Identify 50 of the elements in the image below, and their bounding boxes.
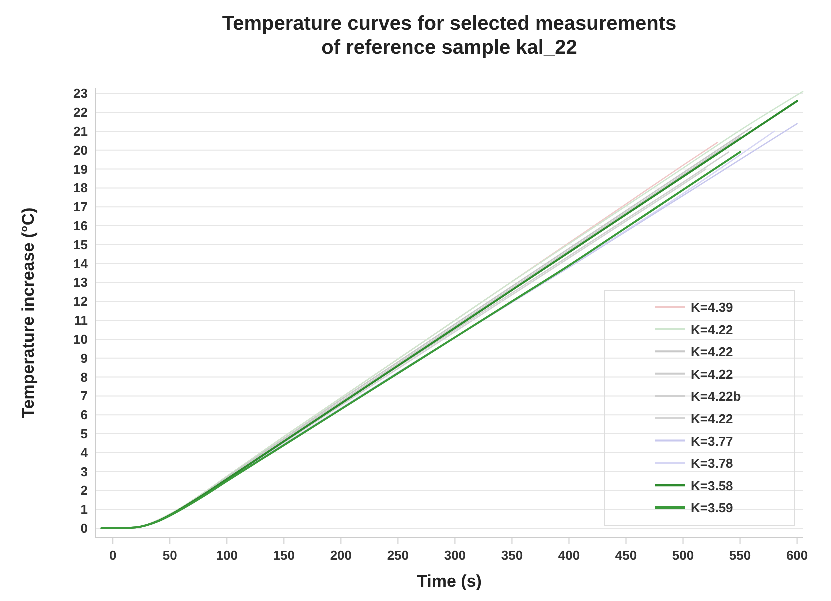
y-tick-label: 15 bbox=[74, 237, 88, 252]
x-tick-label: 150 bbox=[273, 548, 296, 563]
legend-label: K=4.22 bbox=[691, 412, 734, 426]
y-tick-label: 12 bbox=[74, 294, 88, 310]
chart-title: Temperature curves for selected measurements of reference sample kal_22 bbox=[222, 13, 677, 59]
legend-label: K=3.59 bbox=[691, 500, 734, 516]
legend-label: K=4.39 bbox=[691, 300, 734, 315]
x-tick-label: 450 bbox=[615, 548, 638, 563]
x-tick-label: 600 bbox=[786, 548, 808, 563]
y-tick-label: 10 bbox=[74, 332, 88, 347]
y-tick-label: 13 bbox=[74, 275, 88, 290]
y-tick-label: 6 bbox=[80, 408, 88, 423]
y-tick-label: 7 bbox=[80, 388, 88, 404]
x-axis-title: Time (s) bbox=[417, 572, 482, 591]
x-tick-label: 350 bbox=[501, 548, 524, 563]
y-tick-label: 20 bbox=[74, 142, 88, 158]
y-tick-label: 18 bbox=[74, 180, 88, 196]
y-tick-label: 2 bbox=[80, 483, 88, 498]
legend-label: K=3.77 bbox=[691, 434, 734, 449]
y-tick-label: 23 bbox=[74, 86, 88, 102]
y-tick-label: 8 bbox=[80, 370, 88, 385]
y-tick-label: 3 bbox=[80, 464, 88, 480]
legend-label: K=4.22 bbox=[691, 344, 734, 360]
x-tick-label: 50 bbox=[162, 548, 178, 563]
x-tick-label: 500 bbox=[672, 548, 694, 563]
y-tick-label: 0 bbox=[80, 521, 88, 536]
y-tick-label: 4 bbox=[80, 445, 89, 460]
y-tick-label: 9 bbox=[80, 350, 88, 366]
x-tick-label: 300 bbox=[444, 548, 466, 563]
x-tick-label: 100 bbox=[216, 548, 238, 563]
legend-label: K=4.22 bbox=[691, 322, 734, 338]
y-tick-label: 22 bbox=[74, 105, 88, 120]
x-tick-label: 0 bbox=[109, 548, 117, 563]
y-tick-label: 14 bbox=[74, 256, 89, 272]
y-axis-title: Temperature increase (°C) bbox=[19, 208, 38, 418]
y-tick-label: 5 bbox=[80, 426, 88, 442]
x-tick-label: 250 bbox=[387, 548, 410, 563]
x-tick-label: 550 bbox=[729, 548, 752, 563]
y-tick-label: 19 bbox=[74, 162, 88, 177]
y-tick-label: 11 bbox=[74, 313, 88, 328]
x-tick-label: 200 bbox=[330, 548, 352, 563]
y-tick-label: 1 bbox=[80, 502, 88, 518]
legend-label: K=4.22 bbox=[691, 366, 734, 382]
legend-label: K=3.58 bbox=[691, 478, 734, 494]
legend-label: K=3.78 bbox=[691, 456, 734, 472]
legend-label: K=4.22b bbox=[691, 389, 742, 404]
y-tick-label: 16 bbox=[74, 218, 88, 234]
y-tick-label: 21 bbox=[74, 124, 88, 139]
y-tick-label: 17 bbox=[74, 200, 88, 215]
x-tick-label: 400 bbox=[558, 548, 580, 563]
